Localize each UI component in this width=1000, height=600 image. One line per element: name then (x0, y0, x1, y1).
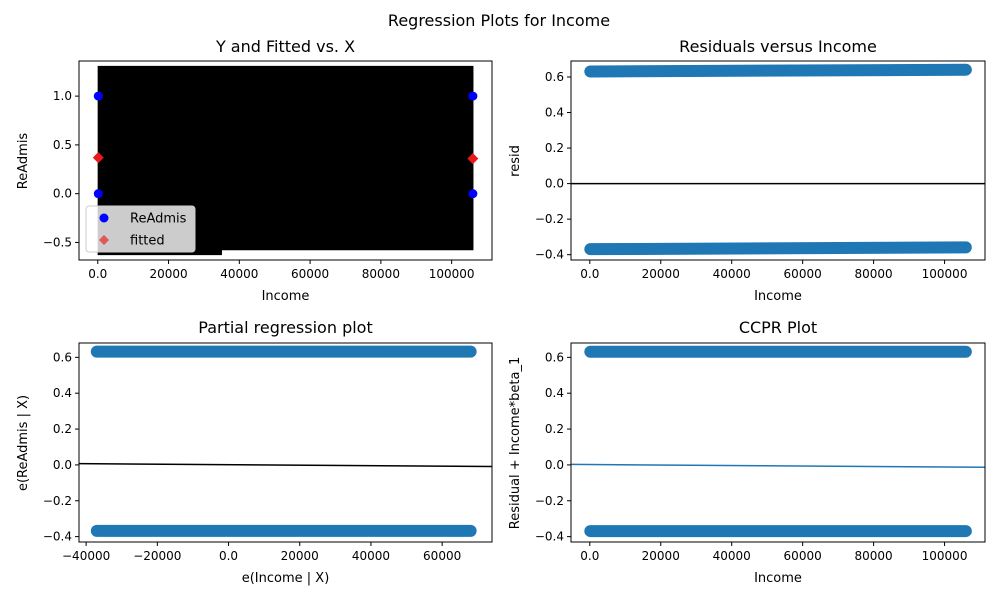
y-tick-label: 0.4 (545, 386, 564, 400)
y-tick-label: −0.4 (535, 248, 564, 262)
axes-frame (570, 60, 986, 261)
axes-frame (78, 342, 493, 543)
x-tick-label: 40000 (220, 267, 258, 281)
x-tick-label: 40000 (713, 267, 751, 281)
fit-line (571, 463, 985, 468)
y-tick-label: 0.6 (545, 350, 564, 364)
panel-title: Y and Fitted vs. X (215, 37, 355, 56)
x-axis-label: Income (262, 289, 310, 304)
x-tick-label: 100000 (922, 549, 968, 563)
panel-residuals-vs-income: Residuals versus Income Income resid 0.0… (508, 37, 986, 304)
panel-title: Partial regression plot (198, 318, 372, 337)
fitted-point (92, 152, 104, 164)
upper-point-band (584, 63, 972, 78)
x-tick-label: 0.0 (580, 549, 599, 563)
x-tick-label: 80000 (362, 267, 400, 281)
y-tick-label: 0.2 (545, 141, 564, 155)
legend-marker-fitted (99, 235, 109, 245)
y-tick-label: −0.5 (43, 235, 72, 249)
panel-title: CCPR Plot (739, 318, 817, 337)
data-layer (571, 63, 985, 256)
y-tick-label: 0.5 (53, 138, 72, 152)
figure-title: Regression Plots for Income (388, 11, 610, 30)
legend: ReAdmis fitted (85, 205, 196, 253)
plot-area: 0.0 20000 40000 60000 80000 100000 −0.5 0.0 0.5 1… (43, 60, 493, 281)
panel-title: Residuals versus Income (679, 37, 877, 56)
y-axis-label: ReAdmis (16, 133, 31, 190)
x-tick-label: 100000 (429, 267, 475, 281)
y-axis-label: e(ReAdmis | X) (16, 395, 31, 491)
y-tick-label: −0.2 (535, 212, 564, 226)
y-axis-label: resid (508, 145, 523, 177)
y-tick-label: −0.2 (535, 494, 564, 508)
plot-area: 0.0 20000 40000 60000 80000 100000 −0.4 −0.2 0.0… (535, 60, 986, 281)
x-tick-label: 0.0 (219, 549, 238, 563)
axes-frame (78, 60, 493, 261)
y-tick-label: 0.4 (53, 386, 72, 400)
y-tick-label: −0.4 (535, 530, 564, 544)
x-axis-label: e(Income | X) (242, 571, 330, 586)
x-axis-label: Income (754, 571, 802, 586)
x-tick-label: 60000 (784, 267, 822, 281)
x-tick-label: 40000 (713, 549, 751, 563)
x-tick-label: 20000 (149, 267, 187, 281)
x-tick-label: 20000 (642, 549, 680, 563)
fit-line (79, 462, 492, 468)
y-tick-label: 0.0 (545, 458, 564, 472)
data-layer (571, 345, 985, 538)
x-tick-label: 60000 (784, 549, 822, 563)
readmis-point (468, 91, 478, 101)
readmis-point (93, 91, 103, 101)
y-tick-label: 0.4 (545, 106, 564, 120)
y-tick-label: 0.6 (53, 350, 72, 364)
x-tick-label: 100000 (922, 267, 968, 281)
data-layer (92, 65, 479, 256)
legend-entry-readmis: ReAdmis (130, 212, 187, 227)
y-axis-label: Residual + Income*beta_1 (508, 357, 523, 529)
y-tick-label: −0.4 (43, 530, 72, 544)
readmis-point (468, 189, 478, 199)
legend-entry-fitted: fitted (130, 234, 165, 249)
plot-area: −40000 −20000 0.0 20000 40000 60000 −0.4 −0.2 0.… (43, 342, 493, 563)
data-layer (79, 345, 492, 537)
x-tick-label: 60000 (423, 549, 461, 563)
x-tick-label: 20000 (281, 549, 319, 563)
y-tick-label: 0.0 (53, 458, 72, 472)
x-tick-label: 60000 (291, 267, 329, 281)
y-tick-label: 0.0 (545, 177, 564, 191)
x-axis-label: Income (754, 289, 802, 304)
legend-box (85, 205, 196, 253)
y-tick-label: 0.2 (545, 422, 564, 436)
x-tick-label: −40000 (62, 549, 110, 563)
y-tick-label: 1.0 (53, 89, 72, 103)
x-tick-label: 20000 (642, 267, 680, 281)
x-tick-label: 0.0 (580, 267, 599, 281)
y-tick-label: −0.2 (43, 494, 72, 508)
x-tick-label: 80000 (855, 549, 893, 563)
fitted-point (467, 153, 479, 165)
y-tick-label: 0.2 (53, 422, 72, 436)
readmis-point (93, 189, 103, 199)
panel-fitted-vs-x: Y and Fitted vs. X Income ReAdmis 0.0 200… (16, 37, 493, 304)
y-tick-label: 0.6 (545, 70, 564, 84)
axes-frame (570, 342, 986, 543)
x-tick-label: 0.0 (88, 267, 107, 281)
legend-marker-readmis (99, 213, 109, 223)
x-tick-label: 80000 (855, 267, 893, 281)
lower-point-band (584, 241, 972, 256)
panel-ccpr: CCPR Plot Income Residual + Income*beta_… (508, 318, 986, 586)
x-tick-label: 40000 (352, 549, 390, 563)
plot-area: 0.0 20000 40000 60000 80000 100000 −0.4 −0.2 0.0… (535, 342, 986, 563)
y-tick-label: 0.0 (53, 187, 72, 201)
x-tick-label: −20000 (133, 549, 181, 563)
panel-partial-regression: Partial regression plot e(Income | X) e(… (16, 318, 493, 586)
